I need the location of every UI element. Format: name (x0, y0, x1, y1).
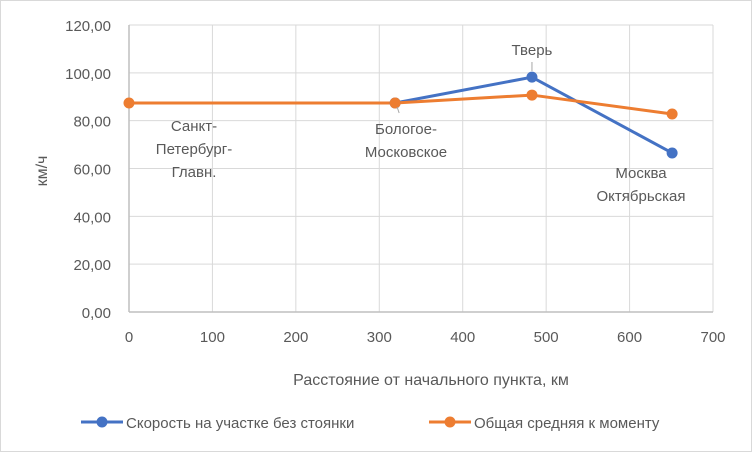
label-spb: Санкт- (171, 118, 217, 135)
y-axis-title: км/ч (34, 156, 51, 187)
data-point (123, 97, 135, 109)
x-tick-label: 700 (700, 329, 725, 346)
y-tick-label: 60,00 (73, 162, 111, 179)
label-bologoe: Московское (365, 144, 447, 161)
leader-line (396, 106, 400, 114)
label-spb: Петербург- (156, 141, 232, 158)
legend-label: Скорость на участке без стоянки (126, 415, 354, 432)
label-spb: Главн. (172, 164, 217, 181)
data-point (666, 147, 678, 159)
x-tick-label: 500 (534, 329, 559, 346)
y-tick-label: 120,00 (65, 18, 111, 35)
x-tick-label: 0 (125, 329, 133, 346)
x-tick-label: 400 (450, 329, 475, 346)
series-line-0 (394, 75, 673, 155)
label-tver: Тверь (512, 42, 553, 59)
y-tick-label: 20,00 (73, 257, 111, 274)
x-tick-label: 100 (200, 329, 225, 346)
legend-marker (96, 416, 108, 428)
label-bologoe: Бологое- (375, 121, 437, 138)
x-tick-label: 200 (283, 329, 308, 346)
data-point (526, 89, 538, 101)
data-point (666, 108, 678, 120)
x-tick-label: 300 (367, 329, 392, 346)
series-line-1 (129, 93, 673, 116)
y-tick-label: 80,00 (73, 114, 111, 131)
y-tick-label: 100,00 (65, 66, 111, 83)
x-tick-label: 600 (617, 329, 642, 346)
legend-label: Общая средняя к моменту (474, 415, 660, 432)
label-moscow: Октябрьская (597, 188, 686, 205)
label-moscow: Москва (615, 165, 667, 182)
data-point (526, 71, 538, 83)
y-tick-label: 0,00 (82, 305, 111, 322)
y-tick-label: 40,00 (73, 209, 111, 226)
data-point (389, 97, 401, 109)
legend-marker (444, 416, 456, 428)
x-axis-title: Расстояние от начального пункта, км (293, 372, 569, 389)
